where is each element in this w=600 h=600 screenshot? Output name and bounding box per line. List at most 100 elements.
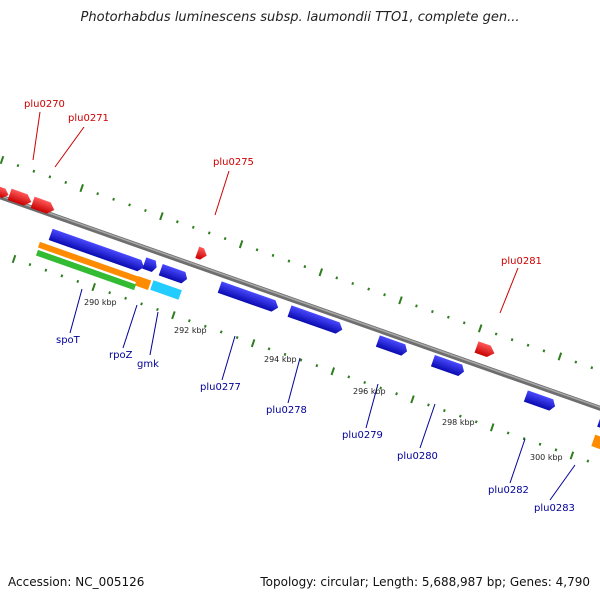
gene-arrow-plu0271[interactable]	[30, 196, 57, 216]
gene-arrow-edge[interactable]	[0, 183, 10, 200]
scale-labels: 290 kbp 292 kbp 294 kbp 296 kbp 298 kbp …	[84, 298, 563, 462]
minor-tick	[510, 338, 514, 342]
gene-label-plu0280[interactable]: plu0280	[397, 451, 438, 462]
leader-plu0277	[221, 335, 236, 381]
gene-label-plu0278[interactable]: plu0278	[266, 405, 307, 416]
major-tick	[330, 367, 336, 376]
minor-tick	[586, 459, 590, 463]
feature-bar-cyan[interactable]	[150, 280, 182, 300]
major-tick	[171, 311, 176, 320]
minor-tick	[108, 291, 112, 295]
genome-summary-text: Topology: circular; Length: 5,688,987 bp…	[260, 575, 590, 589]
minor-tick	[124, 296, 127, 300]
minor-tick	[287, 259, 291, 263]
feature-bar-orange-edge[interactable]	[591, 434, 600, 450]
leader-plu0281	[499, 267, 519, 314]
minor-tick	[554, 448, 558, 452]
minor-tick	[446, 315, 450, 319]
scale-label-298: 298 kbp	[442, 418, 475, 427]
minor-tick	[395, 392, 398, 396]
feature-bar-green[interactable]	[35, 249, 137, 291]
gene-label-plu0275[interactable]: plu0275	[213, 157, 254, 168]
leader-plu0271	[54, 126, 85, 168]
major-tick	[557, 352, 563, 361]
gene-arrow-gmk[interactable]	[158, 264, 189, 285]
gene-arrow-plu0277[interactable]	[217, 281, 280, 313]
minor-tick	[303, 265, 307, 269]
leader-plu0278	[287, 357, 301, 404]
leader-plu0270	[32, 111, 41, 161]
feature-bar-orange-2[interactable]	[134, 275, 152, 291]
inner-tick-track	[11, 254, 590, 463]
minor-tick	[32, 169, 36, 173]
minor-tick	[458, 414, 462, 418]
scale-label-290: 290 kbp	[84, 298, 117, 307]
minor-tick	[223, 237, 227, 241]
major-tick	[489, 423, 495, 432]
minor-tick	[267, 347, 271, 351]
gene-label-plu0277[interactable]: plu0277	[200, 382, 241, 393]
gene-label-spoT[interactable]: spoT	[56, 335, 81, 346]
label-leader-lines	[32, 111, 576, 501]
reverse-gene-labels: spoT rpoZ gmk plu0277 plu0278 plu0279 pl…	[56, 335, 575, 514]
minor-tick	[64, 180, 68, 185]
leader-rpoZ	[122, 304, 138, 349]
outer-tick-track	[0, 155, 594, 370]
minor-tick	[431, 309, 434, 314]
gene-label-gmk[interactable]: gmk	[137, 359, 159, 370]
minor-tick	[187, 319, 191, 323]
gene-arrow-spoT[interactable]	[48, 228, 146, 273]
minor-tick	[175, 220, 179, 224]
minor-tick	[506, 431, 510, 435]
minor-tick	[574, 360, 578, 364]
gene-arrow-plu0281[interactable]	[474, 341, 497, 359]
minor-tick	[156, 307, 159, 312]
scale-label-300: 300 kbp	[530, 453, 563, 462]
gene-arrow-plu0275[interactable]	[195, 246, 208, 262]
leader-spoT	[69, 288, 83, 334]
minor-tick	[522, 437, 526, 441]
major-tick	[410, 395, 415, 404]
feature-bars	[35, 241, 600, 450]
minor-tick	[367, 287, 371, 291]
minor-tick	[60, 274, 64, 278]
minor-tick	[590, 366, 594, 370]
leader-gmk	[149, 311, 159, 356]
gene-label-plu0279[interactable]: plu0279	[342, 430, 383, 441]
gene-arrow-plu0280[interactable]	[430, 355, 466, 377]
forward-gene-arrows	[0, 183, 497, 359]
reverse-gene-arrows	[48, 228, 600, 430]
minor-tick	[542, 349, 546, 353]
minor-tick	[415, 304, 418, 308]
gene-arrow-plu0270[interactable]	[7, 188, 34, 208]
scale-label-296: 296 kbp	[353, 387, 386, 396]
gene-arrow-plu0282[interactable]	[523, 390, 557, 412]
gene-arrow-small[interactable]	[142, 257, 158, 273]
gene-label-plu0281[interactable]: plu0281	[501, 256, 542, 267]
minor-tick	[16, 164, 20, 168]
gene-arrow-plu0278[interactable]	[287, 305, 345, 335]
gene-label-plu0271[interactable]: plu0271	[68, 113, 109, 124]
major-tick	[318, 268, 324, 277]
accession-text: Accession: NC_005126	[8, 575, 145, 589]
major-tick	[91, 282, 96, 292]
scale-label-292: 292 kbp	[174, 326, 207, 335]
gene-label-rpoZ[interactable]: rpoZ	[109, 350, 133, 361]
gene-label-plu0270[interactable]: plu0270	[24, 99, 65, 110]
major-tick	[250, 339, 256, 348]
genome-backbone-highlight	[0, 194, 600, 409]
gene-label-plu0282[interactable]: plu0282	[488, 485, 529, 496]
minor-tick	[363, 380, 367, 385]
minor-tick	[427, 403, 430, 407]
minor-tick	[271, 253, 275, 258]
feature-bar-orange-1[interactable]	[37, 241, 139, 283]
leader-plu0275	[214, 170, 230, 216]
gene-arrow-plu0279[interactable]	[375, 335, 409, 357]
major-tick	[0, 155, 5, 165]
minor-tick	[255, 248, 259, 252]
gene-label-plu0283[interactable]: plu0283	[534, 503, 575, 514]
minor-tick	[112, 197, 115, 201]
minor-tick	[191, 225, 195, 229]
minor-tick	[44, 268, 48, 272]
